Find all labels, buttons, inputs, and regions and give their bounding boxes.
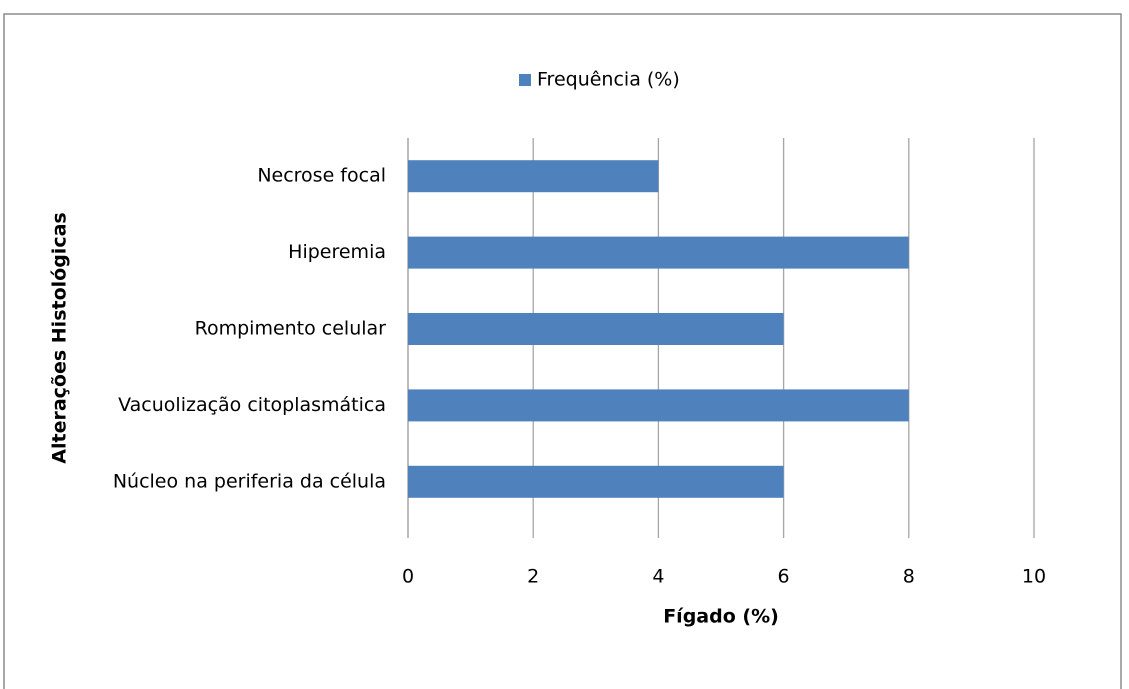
legend-label: Frequência (%) [537, 69, 680, 91]
x-tick-label: 10 [1022, 566, 1046, 588]
y-tick-label: Rompimento celular [195, 318, 387, 340]
x-tick-label: 6 [778, 566, 790, 588]
y-tick-label: Hiperemia [288, 241, 386, 263]
bar [408, 389, 909, 422]
x-tick-label: 0 [402, 566, 414, 588]
x-tick-label: 2 [527, 566, 539, 588]
y-tick-label: Núcleo na periferia da célula [113, 470, 386, 492]
chart-frame [3, 13, 1122, 689]
bar [408, 160, 659, 193]
x-tick-label: 4 [652, 566, 664, 588]
bar [408, 313, 784, 345]
y-tick-label: Vacuolização citoplasmática [118, 394, 386, 416]
x-tick-label: 8 [903, 566, 915, 588]
y-tick-label: Necrose focal [257, 165, 386, 187]
bar [408, 465, 784, 498]
y-axis-title: Alterações Histológicas [49, 212, 71, 463]
x-axis-title: Fígado (%) [663, 606, 779, 628]
bar [408, 236, 909, 269]
legend-swatch [519, 74, 531, 86]
